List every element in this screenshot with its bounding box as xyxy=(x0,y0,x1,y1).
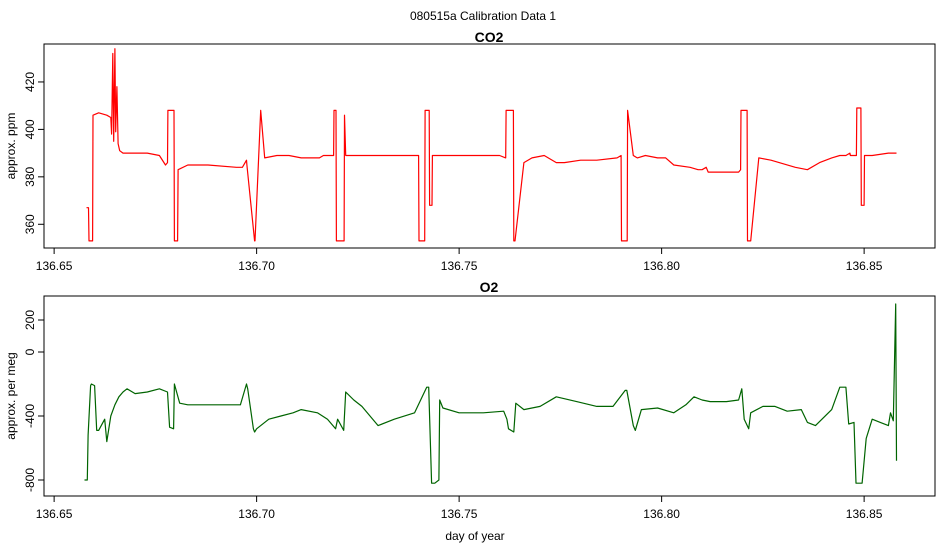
o2-series-group xyxy=(84,303,898,484)
o2-panel: O2 approx. per meg day of year 136.65 136… xyxy=(4,279,936,543)
o2-x-tick-label: 136.85 xyxy=(846,507,883,521)
co2-y-tick-label: 400 xyxy=(23,119,37,139)
co2-y-tick-label: 380 xyxy=(23,167,37,187)
co2-x-tick-label: 136.70 xyxy=(238,259,275,273)
o2-y-tick-label: -400 xyxy=(23,404,37,428)
o2-y-axis: -800 -400 0 200 xyxy=(23,310,44,492)
co2-x-tick-label: 136.75 xyxy=(441,259,478,273)
co2-panel: CO2 approx. ppm 136.65 136.70 136.75 136.80… xyxy=(4,29,936,273)
figure-title: 080515a Calibration Data 1 xyxy=(410,9,556,23)
o2-x-axis: 136.65 136.70 136.75 136.80 136.85 xyxy=(36,496,883,521)
o2-x-tick-label: 136.70 xyxy=(238,507,275,521)
o2-y-axis-label: approx. per meg xyxy=(4,352,18,439)
o2-y-tick-label: 0 xyxy=(23,348,37,355)
co2-y-tick-label: 360 xyxy=(23,214,37,234)
o2-x-tick-label: 136.80 xyxy=(643,507,680,521)
co2-panel-title: CO2 xyxy=(475,29,504,45)
o2-x-tick-label: 136.65 xyxy=(36,507,73,521)
o2-series-line xyxy=(84,303,898,484)
o2-panel-title: O2 xyxy=(480,279,499,295)
co2-y-axis-label: approx. ppm xyxy=(4,113,18,180)
co2-x-tick-label: 136.80 xyxy=(643,259,680,273)
co2-x-tick-label: 136.85 xyxy=(846,259,883,273)
co2-y-tick-label: 420 xyxy=(23,72,37,92)
o2-x-axis-label: day of year xyxy=(445,529,504,543)
o2-y-tick-label: -800 xyxy=(23,468,37,492)
o2-x-tick-label: 136.75 xyxy=(441,507,478,521)
co2-plot-frame xyxy=(43,43,936,249)
co2-x-axis: 136.65 136.70 136.75 136.80 136.85 xyxy=(36,248,883,273)
co2-series-line xyxy=(86,48,897,242)
o2-y-tick-label: 200 xyxy=(23,310,37,330)
o2-plot-frame xyxy=(43,295,936,497)
co2-series-group xyxy=(86,48,897,242)
co2-y-axis: 360 380 400 420 xyxy=(23,72,44,234)
co2-x-tick-label: 136.65 xyxy=(36,259,73,273)
